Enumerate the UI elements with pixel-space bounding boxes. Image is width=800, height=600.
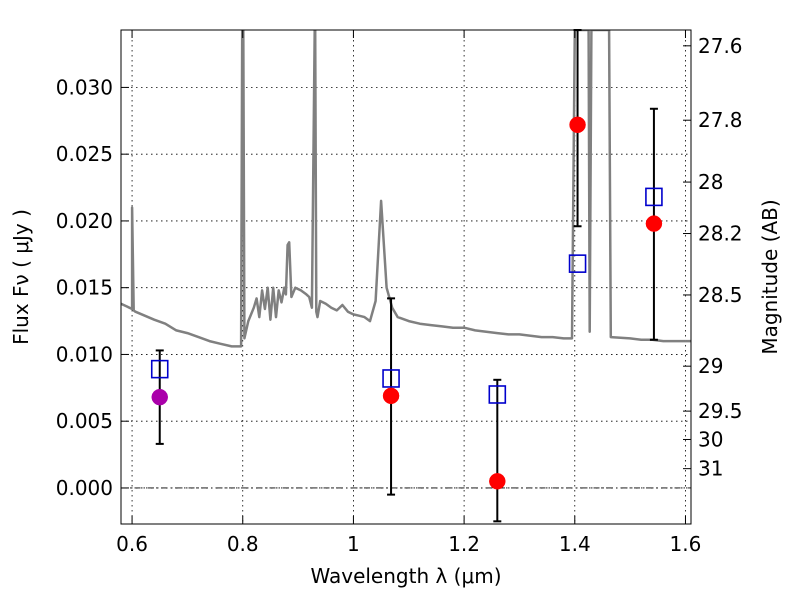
tick-layer: 0.6 0.8 1 1.2 1.4 1.6 0.000 0.005 0.010 0.015 0.02…: [56, 30, 743, 556]
y-tick-label: 0.010: [56, 342, 113, 366]
observed-photometry-point: [151, 388, 168, 406]
observed-photometry-point: [382, 387, 400, 405]
right-tick-label: 31: [698, 457, 723, 481]
x-tick-label: 1.4: [559, 532, 591, 556]
right-tick-label: 27.6: [698, 34, 743, 58]
x-tick-label: 1: [347, 532, 360, 556]
y-axis-title: Flux Fν ( μJy ): [9, 209, 33, 345]
observed-photometry-point: [489, 473, 506, 490]
right-axis-title: Magnitude (AB): [758, 199, 782, 354]
y-tick-label: 0.005: [56, 409, 113, 433]
observed-photometry-point: [569, 116, 586, 134]
model-photometry-square: [150, 359, 169, 379]
plot-background: [121, 30, 691, 524]
grid-layer: [121, 30, 691, 524]
right-tick-label: 28: [698, 170, 723, 194]
y-tick-label: 0.025: [56, 142, 113, 166]
right-tick-label: 29: [698, 354, 723, 378]
model-photometry-square: [568, 254, 587, 273]
x-axis-title: Wavelength λ (μm): [310, 564, 501, 588]
marker-layer: [150, 116, 663, 490]
x-tick-label: 1.2: [448, 532, 480, 556]
x-tick-label: 0.8: [227, 532, 259, 556]
right-tick-label: 30: [698, 427, 723, 451]
plot-frame: [120, 29, 692, 525]
model-photometry-square: [488, 385, 507, 404]
x-tick-label: 1.6: [670, 532, 702, 556]
model-layer: [121, 30, 691, 348]
right-tick-label: 27.8: [698, 108, 743, 132]
y-tick-label: 0.030: [56, 75, 113, 99]
right-tick-label: 28.2: [698, 222, 743, 246]
y-tick-label: 0.015: [56, 276, 113, 300]
model-sed-line: [121, 30, 691, 348]
model-photometry-square: [382, 369, 400, 388]
y-tick-label: 0.000: [56, 476, 113, 500]
y-tick-label: 0.020: [56, 209, 113, 233]
model-photometry-square: [645, 187, 663, 207]
observed-photometry-point: [645, 215, 663, 232]
x-tick-label: 0.6: [116, 532, 148, 556]
right-tick-label: 28.5: [698, 283, 743, 307]
right-tick-label: 29.5: [698, 399, 743, 423]
